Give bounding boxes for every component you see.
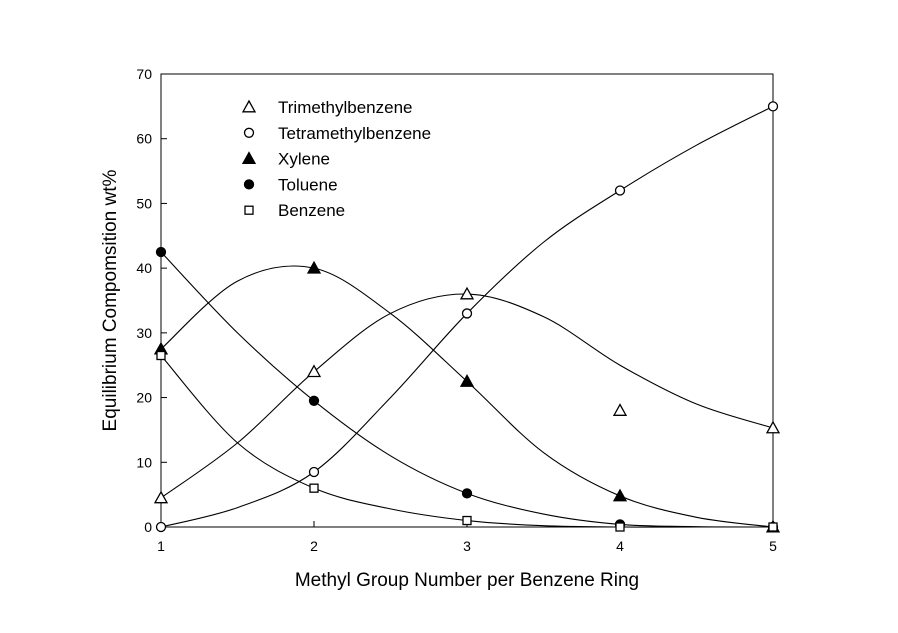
- y-tick-label: 0: [144, 519, 152, 535]
- data-point: [461, 488, 473, 499]
- legend-marker: [241, 151, 257, 165]
- data-point: [767, 101, 779, 112]
- y-axis-title: Equilibrium Compomsition wt%: [100, 169, 121, 431]
- y-tick-label: 60: [136, 131, 152, 147]
- data-point: [308, 395, 320, 406]
- y-tick-label: 10: [136, 454, 152, 470]
- data-point: [155, 521, 167, 533]
- y-tick-label: 20: [136, 390, 152, 406]
- data-point: [153, 490, 169, 504]
- data-point: [459, 374, 475, 387]
- series-curve-0: [160, 293, 774, 499]
- data-point: [459, 286, 475, 300]
- y-tick-label: 40: [136, 260, 152, 276]
- data-point: [768, 522, 778, 532]
- x-axis-title: Methyl Group Number per Benzene Ring: [295, 570, 639, 591]
- data-point: [765, 420, 781, 434]
- legend-label: Benzene: [278, 201, 345, 220]
- series-curve-2: [160, 265, 774, 528]
- legend-label: Toluene: [278, 175, 338, 194]
- data-point: [308, 466, 320, 478]
- markers: [153, 101, 781, 533]
- data-point: [462, 515, 472, 526]
- legend-marker: [243, 179, 255, 190]
- x-tick-label: 4: [616, 538, 624, 554]
- x-tick-label: 2: [310, 538, 318, 554]
- data-point: [614, 185, 626, 196]
- y-tick-label: 50: [136, 195, 152, 211]
- series-curve-3: [160, 251, 774, 528]
- data-point: [306, 260, 322, 274]
- x-tick-label: 1: [157, 538, 165, 554]
- data-point: [612, 403, 628, 416]
- legend: Trimethylbenzene Tetramethylbenzene Xylene…: [241, 98, 431, 220]
- data-point: [155, 246, 167, 258]
- data-point: [309, 483, 319, 493]
- data-point: [306, 364, 322, 378]
- y-tick-label: 30: [136, 325, 152, 341]
- legend-label: Trimethylbenzene: [278, 98, 413, 117]
- x-tick-label: 5: [769, 538, 777, 554]
- legend-label: Tetramethylbenzene: [278, 124, 431, 143]
- legend-marker: [241, 99, 257, 113]
- data-point: [615, 522, 625, 532]
- x-tick-label: 3: [463, 538, 471, 554]
- data-point: [461, 308, 473, 319]
- legend-marker: [244, 205, 254, 215]
- data-point: [156, 350, 166, 361]
- data-point: [612, 488, 628, 502]
- y-tick-label: 70: [136, 66, 152, 82]
- legend-marker: [243, 127, 255, 138]
- legend-label: Xylene: [278, 150, 330, 169]
- plot-frame: [160, 73, 774, 528]
